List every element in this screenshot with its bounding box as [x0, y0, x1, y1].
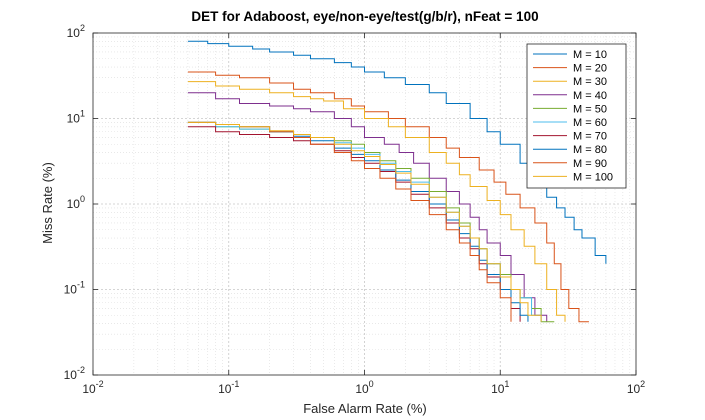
- series-line-2: [187, 71, 589, 323]
- y-tick-label: 102: [67, 23, 85, 40]
- legend-label: M = 20: [573, 63, 607, 75]
- x-tick-label: 100: [355, 379, 373, 396]
- x-tick-label: 10-2: [82, 379, 103, 396]
- legend-label: M = 90: [573, 158, 607, 170]
- legend-label: M = 80: [573, 144, 607, 156]
- y-tick-label: 101: [67, 109, 85, 126]
- series-line-4: [187, 92, 548, 322]
- x-tick-label: 101: [491, 379, 509, 396]
- legend-label: M = 50: [573, 103, 607, 115]
- series-line-9: [187, 121, 512, 322]
- y-tick-label: 100: [67, 194, 85, 211]
- legend: M = 10 M = 20M = 30 M = 40M = 50 M = 60 M = …: [526, 43, 627, 189]
- y-axis-label: Miss Rate (%): [40, 162, 55, 244]
- x-tick-label: 10-1: [218, 379, 239, 396]
- x-axis-label: False Alarm Rate (%): [303, 401, 427, 416]
- series-line-1: [187, 40, 607, 264]
- y-tick-label: 10-1: [64, 280, 85, 297]
- legend-label: M = 10: [573, 49, 607, 61]
- legend-label: M = 100: [573, 171, 613, 183]
- axis-ticks: 10-2 10-1 100 101 102 10-2 10-1 100 101 102: [64, 23, 646, 396]
- series-line-3: [187, 81, 566, 322]
- legend-label: M = 40: [573, 90, 607, 102]
- legend-label: M = 60: [573, 117, 607, 129]
- legend-label: M = 30: [573, 76, 607, 88]
- series-line-10: [187, 121, 542, 322]
- x-tick-label: 102: [627, 379, 645, 396]
- legend-label: M = 70: [573, 131, 607, 143]
- y-tick-label: 10-2: [64, 365, 85, 382]
- series-lines: [187, 40, 607, 323]
- chart-title: DET for Adaboost, eye/non-eye/test(g/b/r…: [191, 9, 538, 24]
